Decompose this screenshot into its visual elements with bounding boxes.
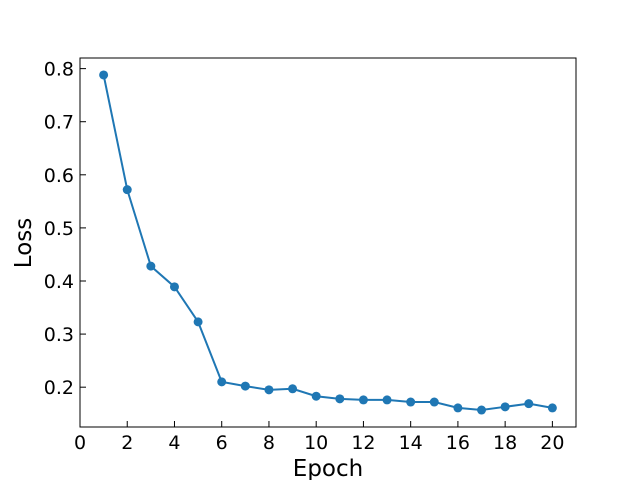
x-tick-label: 20 [540,432,564,454]
data-point [193,317,203,327]
x-axis-label: Epoch [293,456,363,480]
data-point [288,384,298,394]
x-tick-label: 16 [446,432,470,454]
y-tick-label: 0.8 [44,59,74,81]
data-point [240,381,250,391]
data-point [311,391,321,401]
y-tick-label: 0.7 [44,112,74,134]
data-point [453,403,463,413]
data-point [335,394,345,404]
x-tick-label: 6 [216,432,228,454]
y-tick-label: 0.3 [44,324,74,346]
data-point [217,377,227,387]
y-tick-label: 0.2 [44,377,74,399]
data-point [382,395,392,405]
x-tick-label: 12 [351,432,375,454]
data-point [358,395,368,405]
data-point [122,185,132,195]
data-point [477,405,487,415]
data-point [169,282,179,292]
y-axis: 0.2 0.3 0.4 0.5 0.6 0.7 0.8 [44,59,86,399]
data-point [429,397,439,407]
y-axis-label: Loss [11,218,37,268]
x-tick-label: 0 [74,432,86,454]
y-tick-label: 0.4 [44,271,74,293]
data-point [500,402,510,412]
data-point [547,403,557,413]
x-tick-label: 4 [168,432,180,454]
x-tick-label: 2 [121,432,133,454]
x-tick-label: 8 [263,432,275,454]
data-point [524,399,534,409]
data-point [406,397,416,407]
data-point [99,70,109,80]
x-tick-label: 18 [493,432,517,454]
y-tick-label: 0.5 [44,218,74,240]
x-tick-label: 14 [399,432,423,454]
data-point [264,385,274,395]
series-layer [99,70,557,415]
x-axis: 0 2 4 6 8 10 12 14 16 18 20 [74,421,564,454]
plot-area [79,57,577,428]
data-point [146,261,156,271]
x-tick-label: 10 [304,432,328,454]
y-tick-label: 0.6 [44,165,74,187]
